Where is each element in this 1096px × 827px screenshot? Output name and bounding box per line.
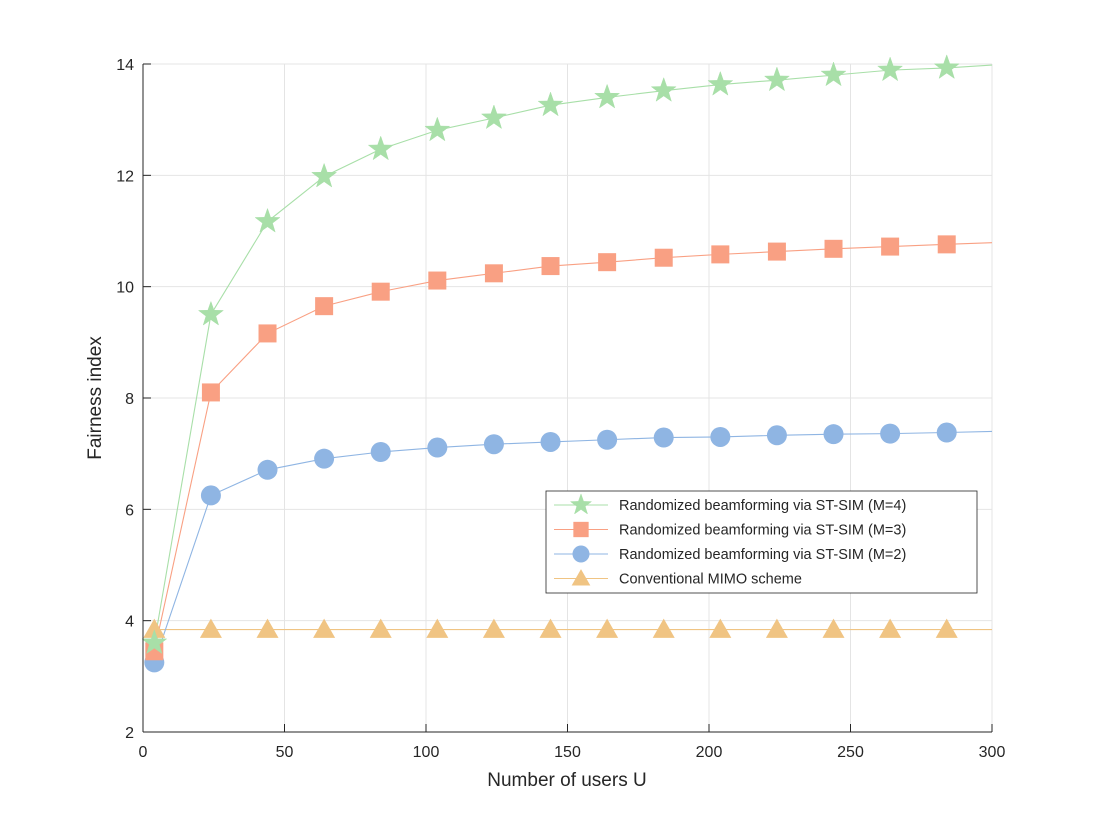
data-point-s3-5 (370, 441, 391, 462)
legend-label-1: Randomized beamforming via ST-SIM (M=4) (619, 498, 906, 514)
data-point-s1-12 (763, 66, 791, 92)
data-point-s3-2 (200, 485, 221, 506)
x-tick-label: 200 (696, 744, 723, 761)
x-tick-label: 250 (837, 744, 864, 761)
series-markers (141, 54, 960, 673)
data-point-s1-8 (537, 91, 564, 117)
y-tick-label: 6 (125, 502, 134, 519)
data-point-s1-2 (197, 300, 225, 326)
data-point-s1-7 (480, 104, 508, 130)
y-tick-label: 10 (116, 280, 134, 297)
data-point-s2-2 (201, 383, 220, 402)
ticks: 0 50 100 150 200 250 300 2 4 6 8 10 12 14 (116, 57, 1005, 761)
data-point-s4-5 (369, 618, 392, 638)
x-axis-label: Number of users U (487, 770, 646, 791)
legend-box (545, 490, 978, 594)
y-axis-label: Fairness index (85, 336, 106, 460)
data-point-s1-6 (424, 116, 451, 142)
data-point-s1-9 (594, 83, 621, 109)
x-tick-label: 0 (139, 744, 148, 761)
x-tick-label: 300 (979, 744, 1006, 761)
x-tick-label: 50 (276, 744, 294, 761)
data-point-s4-15 (935, 618, 958, 638)
data-point-s4-10 (652, 618, 675, 638)
data-point-s2-12 (767, 242, 786, 261)
data-point-s3-12 (766, 425, 787, 446)
legend: Randomized beamforming via ST-SIM (M=4) R… (545, 490, 978, 594)
data-point-s4-12 (765, 618, 788, 638)
legend-marker-1 (569, 493, 593, 515)
data-point-s4-4 (313, 618, 336, 638)
data-point-s1-4 (311, 162, 338, 188)
data-point-s3-13 (823, 424, 844, 445)
data-point-s1-15 (933, 54, 960, 80)
y-tick-label: 2 (125, 725, 134, 742)
data-point-s4-2 (199, 618, 222, 638)
x-tick-label: 100 (413, 744, 440, 761)
data-point-s4-14 (879, 618, 902, 638)
data-point-s1-1 (141, 629, 168, 655)
data-point-s4-9 (596, 618, 619, 638)
data-point-s2-6 (428, 271, 447, 290)
x-tick-label: 150 (554, 744, 581, 761)
data-point-s2-7 (484, 264, 503, 283)
data-point-s2-13 (824, 239, 843, 258)
data-point-s3-6 (427, 437, 448, 458)
data-point-s3-4 (314, 448, 335, 469)
series-line-3 (153, 430, 993, 663)
data-point-s4-7 (482, 618, 505, 638)
grid (142, 63, 993, 733)
data-point-s2-4 (315, 297, 334, 316)
data-point-s1-11 (707, 70, 734, 96)
data-point-s3-14 (880, 423, 901, 444)
data-point-s3-11 (710, 426, 731, 447)
data-point-s4-13 (822, 618, 845, 638)
legend-label-2: Randomized beamforming via ST-SIM (M=3) (619, 523, 906, 539)
data-point-s2-3 (258, 324, 277, 343)
data-point-s4-1 (143, 618, 166, 638)
series-lines (153, 64, 993, 663)
data-point-s4-6 (426, 618, 449, 638)
data-point-s2-5 (371, 282, 390, 301)
data-point-s1-14 (877, 56, 904, 82)
y-tick-label: 14 (116, 57, 134, 74)
legend-label-3: Randomized beamforming via ST-SIM (M=2) (619, 547, 906, 563)
data-point-s4-8 (539, 618, 562, 638)
y-tick-label: 12 (116, 168, 134, 185)
y-tick-label: 8 (125, 391, 134, 408)
data-point-s2-15 (937, 235, 956, 254)
data-point-s3-7 (483, 434, 504, 455)
data-point-s1-13 (820, 61, 847, 87)
data-point-s3-3 (257, 459, 278, 480)
data-point-s3-8 (540, 431, 561, 452)
data-point-s4-3 (256, 618, 279, 638)
data-point-s3-10 (653, 427, 674, 448)
data-point-s2-10 (654, 248, 673, 267)
data-point-s4-11 (709, 618, 732, 638)
data-point-s2-9 (598, 253, 617, 272)
legend-label-4: Conventional MIMO scheme (619, 572, 802, 588)
data-point-s1-10 (650, 76, 677, 102)
legend-marker-4 (571, 569, 591, 586)
series-line-1 (153, 64, 993, 644)
data-point-s2-14 (881, 237, 900, 256)
legend-marker-3 (572, 545, 590, 563)
series-line-2 (153, 242, 993, 652)
data-point-s3-15 (936, 422, 957, 443)
data-point-s3-9 (597, 429, 618, 450)
data-point-s2-11 (711, 245, 730, 264)
legend-marker-2 (573, 521, 589, 538)
data-point-s1-3 (254, 207, 281, 233)
data-point-s1-5 (367, 135, 394, 161)
data-point-s2-8 (541, 257, 560, 276)
y-tick-label: 4 (125, 614, 134, 631)
